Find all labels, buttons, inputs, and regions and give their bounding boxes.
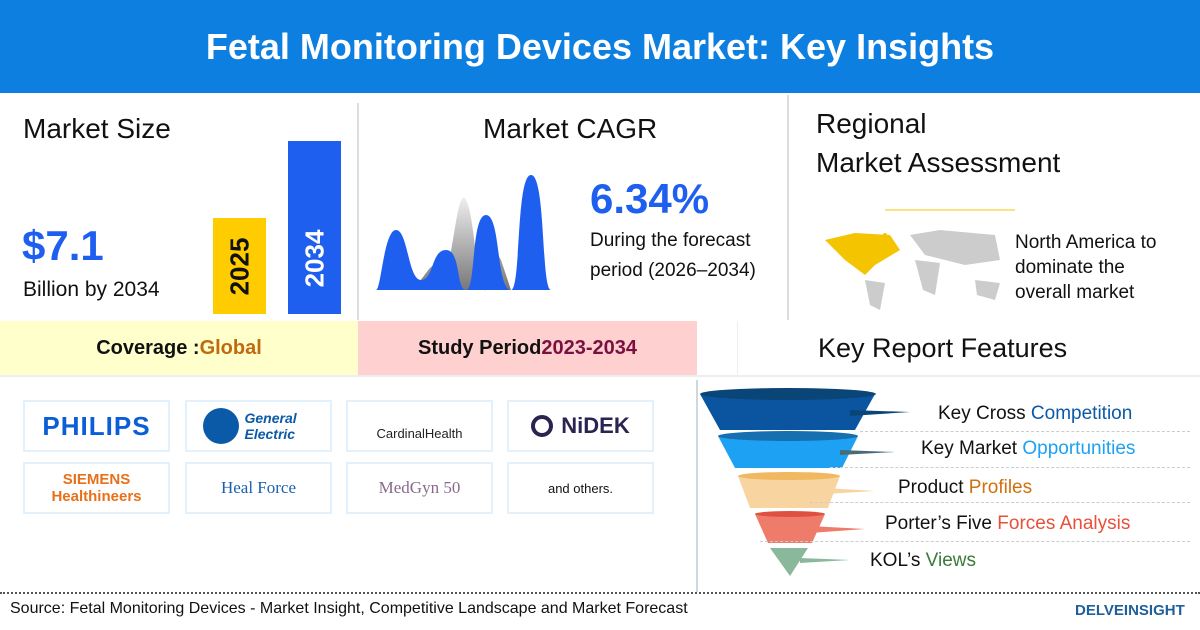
bar-2034: 2034 <box>288 141 341 314</box>
key-report-features-title: Key Report Features <box>737 321 1200 375</box>
regional-title: Market Assessment <box>816 147 1061 178</box>
logo-nidek: NiDEK <box>507 400 654 452</box>
logo-siemens-healthineers: SIEMENS Healthineers <box>23 462 170 514</box>
source-text: Source: Fetal Monitoring Devices - Marke… <box>10 600 688 617</box>
logo-general-electric: General Electric <box>185 400 332 452</box>
feature-item: Product Profiles <box>898 477 1033 498</box>
coverage-band: Coverage : Global <box>0 321 358 375</box>
logo-philips: PHILIPS <box>23 400 170 452</box>
header-banner: Fetal Monitoring Devices Market: Key Ins… <box>0 0 1200 93</box>
feature-item: KOL’s Views <box>870 550 976 571</box>
logo-cardinal-health: CardinalHealth <box>346 400 493 452</box>
and-others-text: and others. <box>507 462 654 514</box>
market-size-title: Market Size <box>23 113 171 144</box>
regional-title: Regional <box>816 108 927 139</box>
delveinsight-logo: DELVEINSIGHT <box>1075 602 1185 619</box>
market-size-unit: Billion by 2034 <box>23 278 160 301</box>
bar-label: 2034 <box>299 229 329 288</box>
cagr-desc: period (2026–2034) <box>590 260 756 281</box>
cagr-title: Market CAGR <box>483 113 658 144</box>
world-map-icon <box>825 209 1015 310</box>
cagr-desc: During the forecast <box>590 230 751 251</box>
feature-item: Key Cross Competition <box>938 403 1133 424</box>
regional-text: North America to dominate the overall mark… <box>1015 232 1157 303</box>
feature-item: Key Market Opportunities <box>921 438 1136 459</box>
page-title: Fetal Monitoring Devices Market: Key Ins… <box>205 25 995 67</box>
feature-item: Porter’s Five Forces Analysis <box>885 513 1131 534</box>
study-period-band: Study Period 2023-2034 <box>358 321 697 375</box>
funnel-graphic <box>700 388 910 576</box>
logo-medgyn: MedGyn 50 <box>346 462 493 514</box>
divider <box>696 380 698 592</box>
divider <box>357 103 359 320</box>
wave-chart-icon <box>376 175 551 291</box>
divider <box>787 95 789 320</box>
divider <box>0 375 1200 377</box>
bar-label: 2025 <box>224 237 254 295</box>
cagr-value: 6.34% <box>590 175 710 222</box>
logo-heal-force: Heal Force <box>185 462 332 514</box>
divider <box>0 592 1200 594</box>
market-size-value: $7.1 <box>22 222 104 269</box>
bar-2025: 2025 <box>213 218 266 314</box>
